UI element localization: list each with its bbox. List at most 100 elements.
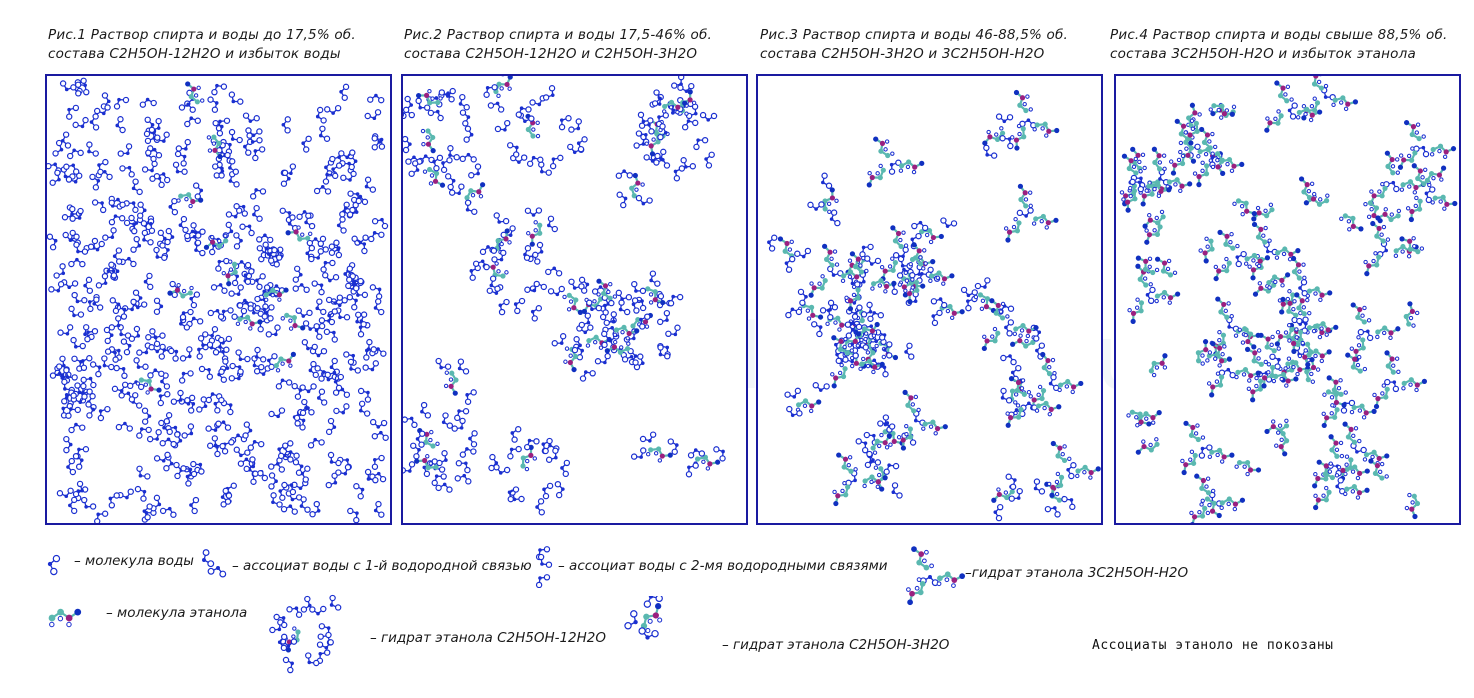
water-molecule-glyph (254, 305, 268, 320)
water-molecule-glyph (142, 503, 153, 521)
ethanol-molecule-glyph (1363, 200, 1383, 224)
ethanol-molecule-glyph (280, 312, 306, 331)
ethanol-molecule-glyph (832, 480, 851, 507)
ethanol-molecule-glyph (836, 452, 858, 474)
ethanol-molecule-glyph (135, 377, 162, 395)
ethanol-molecule-glyph (1342, 421, 1362, 445)
ethanol-molecule-glyph (1349, 335, 1366, 362)
ethanol-molecule-glyph (1075, 464, 1101, 480)
figure-3-caption-line2: состава С2Н5ОН-3Н2О и 3С2Н5ОН-Н2О (760, 46, 1045, 62)
water-molecule-glyph (300, 595, 312, 613)
water-molecule-glyph (198, 365, 214, 380)
water-molecule-glyph (851, 313, 863, 331)
water-molecule-glyph (637, 111, 654, 124)
water-molecule-glyph (1357, 328, 1374, 342)
water-molecule-glyph (786, 405, 803, 418)
water-molecule-glyph (615, 289, 633, 301)
figure-2-molecules (403, 76, 726, 516)
water-molecule-glyph (447, 145, 460, 161)
ethanol-hydrate-1-3-icon (624, 596, 663, 640)
water-molecule-glyph (292, 459, 304, 476)
ethanol-molecule-glyph (1040, 351, 1057, 377)
ethanol-molecule-glyph (1411, 163, 1431, 187)
water-molecule-glyph (273, 613, 288, 629)
water-molecule-glyph (510, 426, 522, 443)
water-molecule-glyph (141, 160, 158, 173)
water-molecule-glyph (172, 161, 188, 175)
water-molecule-glyph (316, 639, 334, 650)
ethanol-molecule-glyph (1050, 440, 1072, 464)
water-molecule-glyph (371, 217, 389, 230)
water-molecule-glyph (141, 229, 154, 246)
water-molecule-glyph (999, 135, 1014, 150)
water-molecule-glyph (253, 365, 271, 376)
water-molecule-glyph (300, 465, 311, 483)
ethanol-molecule-glyph (890, 225, 909, 250)
water-molecule-glyph (68, 257, 86, 268)
water-molecule-glyph (115, 116, 126, 134)
water-molecule-glyph (86, 141, 99, 157)
ethanol-molecule-glyph (1144, 181, 1172, 199)
water-molecule-glyph (436, 450, 448, 467)
water-molecule-glyph (293, 414, 306, 431)
water-molecule-glyph (807, 201, 825, 211)
water-molecule-glyph (97, 405, 111, 422)
water-molecule-glyph (578, 312, 591, 329)
water-molecule-glyph (547, 215, 558, 233)
water-molecule-glyph (184, 229, 202, 240)
water-molecule-glyph (347, 190, 362, 205)
ethanol-molecule-glyph (1336, 454, 1354, 481)
water-molecule-glyph (1235, 250, 1247, 268)
water-molecule-glyph (117, 324, 132, 339)
water-molecule-glyph (681, 119, 699, 131)
water-molecule-glyph (364, 468, 379, 484)
water-molecule-glyph (523, 438, 540, 451)
figure-2-panel (401, 74, 748, 525)
water-molecule-glyph (687, 448, 706, 459)
ethanol-molecule-glyph (1258, 332, 1281, 354)
water-molecule-glyph (153, 246, 168, 261)
water-molecule-glyph (794, 247, 812, 259)
ethanol-molecule-glyph (831, 335, 855, 356)
water-molecule-glyph (685, 462, 699, 478)
water-molecule-glyph (325, 472, 338, 489)
water-molecule-glyph (63, 163, 80, 175)
water-molecule-glyph (602, 299, 615, 316)
water-molecule-glyph (228, 128, 243, 144)
water-associate-1-bond-icon (202, 549, 227, 578)
water-molecule-glyph (459, 152, 477, 163)
water-molecule-glyph (89, 173, 101, 191)
water-molecule-glyph (513, 297, 526, 315)
ethanol-molecule-glyph (1370, 220, 1391, 244)
ethanol-molecule-glyph (1213, 256, 1232, 282)
ethanol-molecule-glyph (936, 571, 966, 588)
water-molecule-glyph (72, 116, 89, 129)
water-molecule-glyph (336, 216, 347, 234)
water-molecule-glyph (538, 161, 552, 176)
water-molecule-glyph (363, 346, 377, 361)
water-molecule-glyph (119, 165, 135, 178)
water-molecule-glyph (1033, 478, 1046, 495)
figure-4-caption-line2: состава 3С2Н5ОН-Н2О и избыток этанола (1110, 46, 1416, 62)
water-molecule-glyph (299, 383, 317, 394)
water-molecule-glyph (228, 91, 244, 105)
water-molecule-glyph (578, 276, 590, 294)
ethanol-molecule-glyph (235, 314, 263, 331)
water-molecule-glyph (657, 344, 671, 360)
ethanol-molecule-glyph (898, 159, 925, 175)
water-molecule-glyph (225, 207, 243, 219)
water-molecule-glyph (93, 104, 111, 116)
water-molecule-glyph (432, 154, 444, 172)
ethanol-molecule-glyph (1328, 434, 1345, 459)
water-molecule-glyph (280, 169, 291, 187)
ethanol-molecule-glyph (808, 274, 828, 298)
ethanol-molecule-glyph (1017, 183, 1033, 209)
water-molecule-glyph (558, 115, 572, 131)
ethanol-molecule-glyph (1368, 181, 1388, 206)
water-molecule-glyph (247, 439, 265, 451)
ethanol-molecule-glyph (1274, 246, 1301, 262)
ethanol-molecule-glyph (167, 283, 194, 299)
water-molecule-glyph (643, 152, 661, 163)
water-molecule-glyph (1145, 286, 1156, 305)
ethanol-molecule-glyph (416, 89, 443, 106)
